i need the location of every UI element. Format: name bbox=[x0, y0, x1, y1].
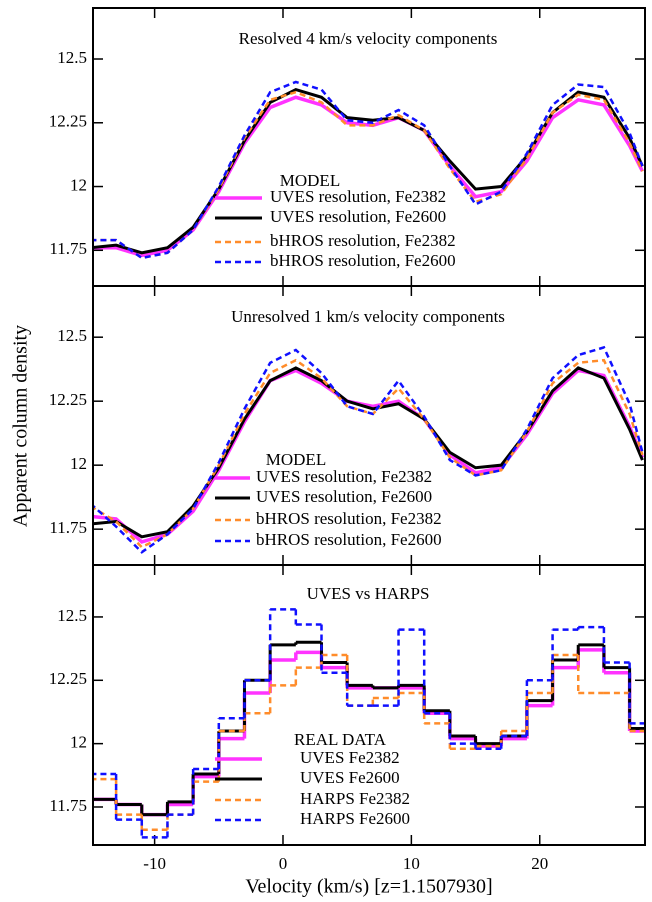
panel-title: UVES vs HARPS bbox=[307, 584, 430, 603]
y-tick-label: 12.25 bbox=[49, 669, 87, 688]
y-axis-label: Apparent column density bbox=[10, 325, 32, 527]
legend-label: UVES resolution, Fe2600 bbox=[256, 487, 432, 506]
y-tick-label: 12.5 bbox=[57, 48, 87, 67]
x-tick-label: 20 bbox=[531, 854, 548, 873]
x-tick-label: 10 bbox=[403, 854, 420, 873]
panel: 11.75 12 12.25 12.5 -10 0 10 20 UVES vs HARPS REA… bbox=[49, 564, 646, 898]
y-tick-label: 12.25 bbox=[49, 390, 87, 409]
y-tick-label: 11.75 bbox=[49, 796, 87, 815]
series-line bbox=[93, 366, 644, 539]
legend-label: UVES resolution, Fe2382 bbox=[270, 187, 446, 206]
legend-label: UVES resolution, Fe2382 bbox=[256, 467, 432, 486]
series-line bbox=[93, 80, 644, 260]
plot-area bbox=[93, 345, 645, 554]
legend-label: UVES resolution, Fe2600 bbox=[270, 207, 446, 226]
plot-area bbox=[93, 608, 645, 839]
legend-label: bHROS resolution, Fe2600 bbox=[270, 251, 456, 270]
legend-label: bHROS resolution, Fe2600 bbox=[256, 530, 442, 549]
panel-title: Unresolved 1 km/s velocity components bbox=[231, 307, 505, 326]
legend-label: HARPS Fe2382 bbox=[300, 789, 410, 808]
y-tick-label: 11.75 bbox=[49, 239, 87, 258]
plot-area bbox=[93, 80, 644, 260]
panel: 11.75 12 12.25 12.5 Unresolved 1 km/s veloci… bbox=[10, 285, 646, 566]
y-tick-label: 12 bbox=[70, 733, 87, 752]
axes-frame bbox=[92, 564, 646, 846]
y-tick-label: 12.5 bbox=[57, 606, 87, 625]
legend-label: bHROS resolution, Fe2382 bbox=[270, 231, 456, 250]
panel-title: Resolved 4 km/s velocity components bbox=[239, 29, 498, 48]
x-tick-label: -10 bbox=[143, 854, 166, 873]
y-tick-label: 12.25 bbox=[49, 112, 87, 131]
legend-title: MODEL bbox=[266, 450, 326, 469]
legend-label: bHROS resolution, Fe2382 bbox=[256, 509, 442, 528]
legend-label: UVES Fe2600 bbox=[300, 768, 400, 787]
y-tick-label: 11.75 bbox=[49, 518, 87, 537]
panel: 11.75 12 12.25 12.5 Resolved 4 km/s velocity… bbox=[49, 7, 646, 287]
legend-title: REAL DATA bbox=[294, 730, 387, 749]
series-line bbox=[93, 90, 644, 260]
y-tick-label: 12 bbox=[70, 175, 87, 194]
x-tick-label: 0 bbox=[279, 854, 288, 873]
legend-label: UVES Fe2382 bbox=[300, 748, 400, 767]
legend-label: HARPS Fe2600 bbox=[300, 809, 410, 828]
y-tick-label: 12.5 bbox=[57, 326, 87, 345]
legend-title: MODEL bbox=[280, 171, 340, 190]
x-axis-label: Velocity (km/s) [z=1.1507930] bbox=[245, 876, 492, 898]
step-riser bbox=[114, 609, 631, 838]
y-tick-label: 12 bbox=[70, 454, 87, 473]
series-line bbox=[93, 345, 644, 554]
